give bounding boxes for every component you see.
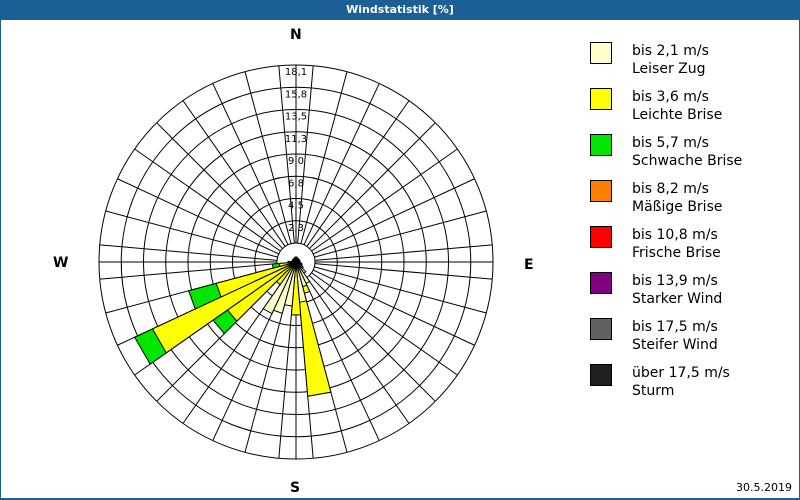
legend-name: Frische Brise — [632, 245, 721, 261]
legend-swatch — [590, 42, 612, 64]
wind-sector-bar — [294, 256, 297, 263]
legend-swatch — [590, 272, 612, 294]
legend-name: Starker Wind — [632, 291, 723, 307]
radial-tick-label: 6,8 — [288, 178, 304, 189]
legend-speed: bis 5,7 m/s — [632, 135, 709, 151]
legend-item: bis 5,7 m/s Schwache Brise — [590, 132, 790, 178]
legend-speed: bis 17,5 m/s — [632, 319, 718, 335]
legend-speed: bis 8,2 m/s — [632, 181, 709, 197]
radial-tick-label: 11,3 — [285, 134, 307, 145]
legend-swatch — [590, 88, 612, 110]
legend-item: bis 2,1 m/s Leiser Zug — [590, 40, 790, 86]
legend-swatch — [590, 180, 612, 202]
compass-south-label: S — [290, 480, 301, 496]
legend-name: Mäßige Brise — [632, 199, 723, 215]
chart-title: Windstatistik [%] — [346, 3, 454, 16]
legend-item: bis 17,5 m/s Steifer Wind — [590, 316, 790, 362]
legend-swatch — [590, 134, 612, 156]
legend-speed: über 17,5 m/s — [632, 365, 730, 381]
compass-east-label: E — [524, 257, 534, 273]
legend-speed: bis 3,6 m/s — [632, 89, 709, 105]
radial-tick-label: 13,5 — [285, 112, 307, 123]
radial-tick-label: 9,0 — [288, 156, 304, 167]
legend-item: bis 10,8 m/s Frische Brise — [590, 224, 790, 270]
radial-tick-label: 15,8 — [285, 89, 307, 100]
legend-speed: bis 10,8 m/s — [632, 227, 718, 243]
legend-item: bis 3,6 m/s Leichte Brise — [590, 86, 790, 132]
legend-name: Steifer Wind — [632, 337, 718, 353]
legend-swatch — [590, 226, 612, 248]
legend-speed: bis 13,9 m/s — [632, 273, 718, 289]
radial-tick-label: 2,3 — [288, 223, 304, 234]
legend-swatch — [590, 364, 612, 386]
legend: bis 2,1 m/s Leiser Zug bis 3,6 m/s Leichte… — [590, 40, 790, 408]
legend-name: Schwache Brise — [632, 153, 743, 169]
chart-title-bar: Windstatistik [%] — [0, 0, 800, 20]
legend-speed: bis 2,1 m/s — [632, 43, 709, 59]
legend-item: bis 8,2 m/s Mäßige Brise — [590, 178, 790, 224]
legend-item: über 17,5 m/s Sturm — [590, 362, 790, 408]
radial-tick-label: 18,1 — [285, 67, 307, 78]
compass-north-label: N — [290, 27, 302, 43]
legend-name: Sturm — [632, 383, 675, 399]
legend-item: bis 13,9 m/s Starker Wind — [590, 270, 790, 316]
wind-sector-bar — [262, 261, 297, 315]
date-stamp: 30.5.2019 — [736, 481, 792, 494]
legend-swatch — [590, 318, 612, 340]
legend-name: Leiser Zug — [632, 61, 706, 77]
compass-west-label: W — [53, 255, 69, 271]
radial-tick-label: 4,5 — [288, 201, 304, 212]
wind-sector-bar — [215, 261, 297, 298]
legend-name: Leichte Brise — [632, 107, 723, 123]
